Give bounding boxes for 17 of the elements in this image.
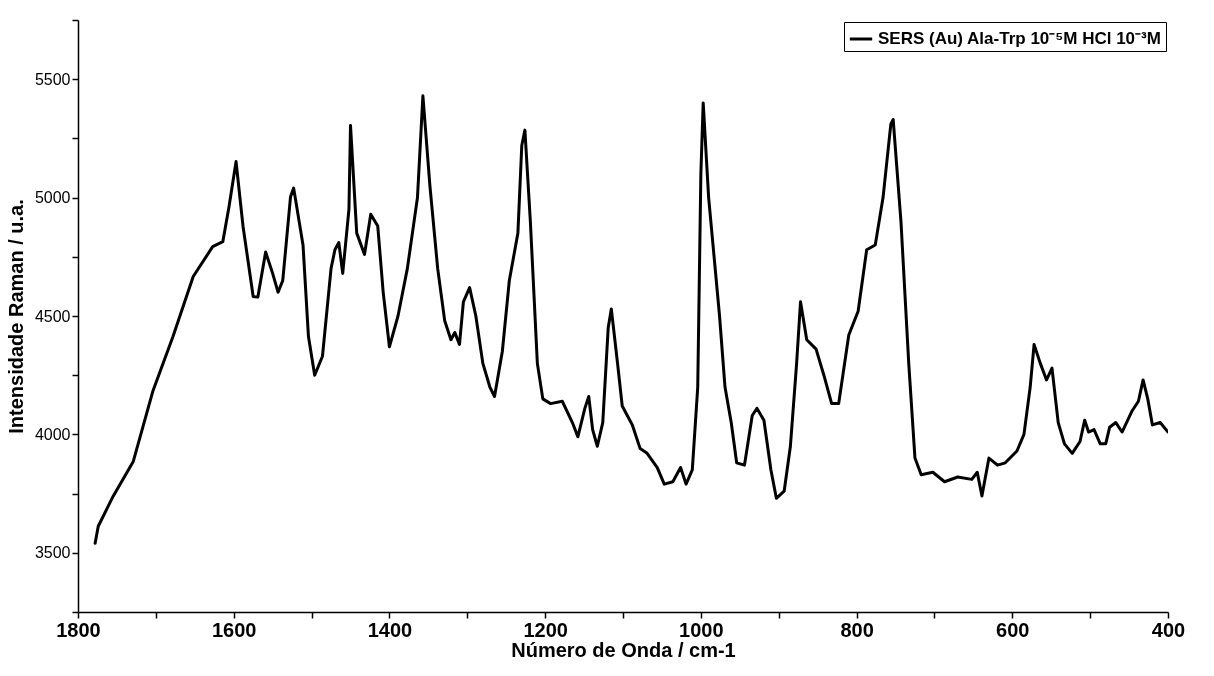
y-axis-title: Intensidade Raman / u.a.	[4, 199, 27, 434]
x-tick-label: 1000	[679, 618, 724, 641]
y-tick-label: 4000	[34, 425, 71, 443]
x-tick-label: 600	[996, 618, 1030, 641]
x-axis-title: Número de Onda / cm-1	[511, 638, 736, 661]
x-tick-label: 1200	[523, 618, 568, 641]
x-tick-label: 1800	[56, 618, 101, 641]
y-tick-label: 5500	[34, 70, 71, 88]
y-tick-label: 3500	[34, 544, 71, 562]
line-series	[93, 94, 1168, 545]
legend-label: SERS (Au) Ala-Trp 10⁻⁵M HCl 10⁻³M	[878, 29, 1161, 48]
x-tick-label: 1400	[367, 618, 413, 641]
x-tick-label: 400	[1151, 618, 1186, 641]
y-tick-label: 5000	[34, 189, 71, 207]
x-tick-label: 1600	[211, 618, 257, 641]
y-tick-label: 4500	[34, 307, 71, 325]
x-tick-label: 800	[840, 618, 874, 641]
